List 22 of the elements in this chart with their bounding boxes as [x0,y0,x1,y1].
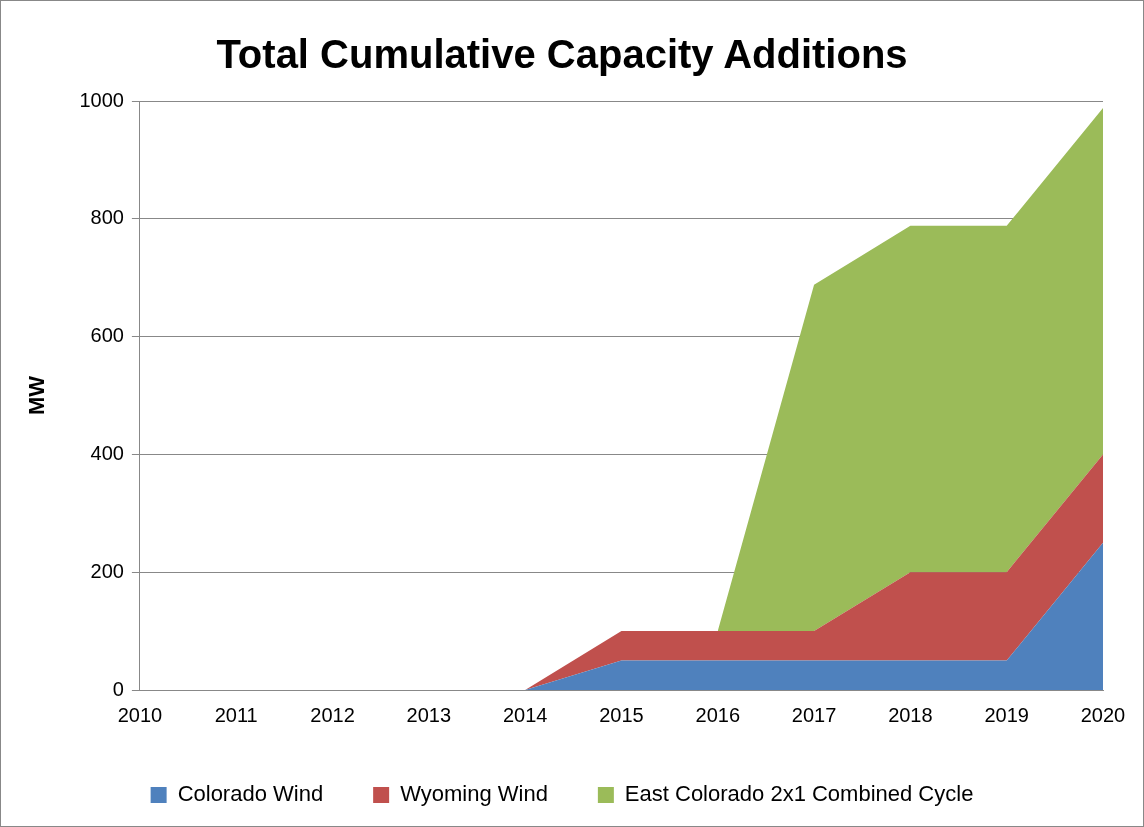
y-tick-label: 400 [90,441,124,464]
x-tick-label: 2011 [214,703,258,726]
x-tick-label: 2013 [406,703,452,726]
y-tick-label: 600 [90,324,124,347]
x-tick-label: 2015 [599,703,644,726]
y-tick-label: 0 [112,677,124,700]
x-tick-label: 2010 [117,703,163,726]
x-tick-label: 2018 [888,703,933,726]
x-tick-label: 2012 [310,703,355,726]
legend-label: Wyoming Wind [400,781,548,807]
x-tick-label: 2017 [791,703,837,726]
x-tick-label: 2014 [502,703,548,726]
x-tick-label: 2016 [695,703,741,726]
legend-label: East Colorado 2x1 Combined Cycle [624,781,974,807]
y-tick-label: 800 [90,206,124,229]
y-axis-title: MW [24,375,50,416]
y-tick-label: 1000 [79,88,124,111]
chart-title: Total Cumulative Capacity Additions [216,32,908,77]
x-tick-label: 2020 [1080,703,1126,726]
legend-label: Colorado Wind [177,781,324,807]
x-tick-label: 2019 [984,703,1029,726]
y-tick-label: 200 [90,559,124,582]
